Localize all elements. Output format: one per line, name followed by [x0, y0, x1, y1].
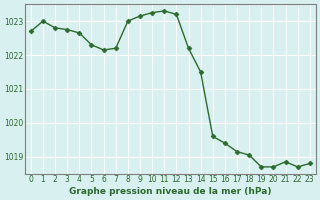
X-axis label: Graphe pression niveau de la mer (hPa): Graphe pression niveau de la mer (hPa) [69, 187, 272, 196]
